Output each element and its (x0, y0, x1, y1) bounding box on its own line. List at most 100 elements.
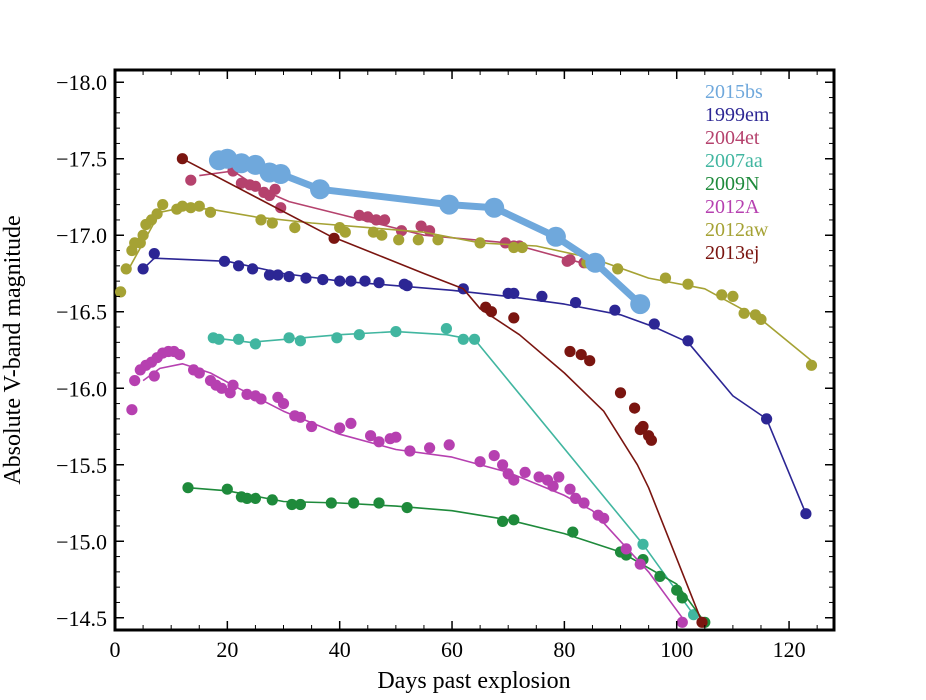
point-2012A (227, 379, 239, 391)
point-2004et (564, 254, 576, 266)
point-1999em (263, 269, 276, 281)
point-2009N (266, 494, 278, 506)
point-2012aw (193, 200, 205, 212)
point-2015bs (310, 179, 330, 200)
point-2007aa (233, 333, 245, 345)
point-1999em (682, 335, 694, 347)
point-1999em (401, 280, 413, 292)
x-tick-label: 80 (553, 637, 575, 662)
y-tick-label: −17.0 (56, 223, 107, 248)
point-2009N (401, 502, 413, 514)
point-2013ej (485, 306, 497, 318)
point-2012A (365, 430, 377, 442)
point-2009N (294, 498, 306, 511)
series-line-2013ej (182, 157, 703, 623)
point-2012A (547, 480, 559, 492)
point-2007aa (213, 333, 225, 345)
point-2007aa (440, 323, 452, 335)
x-axis-label: Days past explosion (377, 668, 570, 694)
point-2009N (508, 514, 520, 526)
series-2015bs (208, 148, 651, 315)
legend: 2015bs1999em2004et2007aa2009N2012A2012aw… (705, 81, 770, 264)
point-1999em (345, 275, 357, 287)
x-tick-labels: 0 20 40 60 80 100 120 (110, 637, 806, 662)
point-1999em (536, 290, 548, 302)
y-tick-labels: −18.0 −17.5 −17.0 −16.5 −16.0 −15.5 −15.0 −14.5 (56, 70, 107, 631)
point-1999em (283, 271, 295, 283)
point-2012aw (412, 234, 424, 246)
series-2012A (126, 345, 688, 628)
point-2012aw (266, 217, 278, 229)
point-2012aw (727, 290, 739, 302)
series-2013ej (176, 153, 708, 628)
y-tick-label: −18.0 (56, 70, 107, 95)
point-2012A (598, 512, 610, 524)
point-2015bs (585, 252, 606, 273)
point-2004et (185, 174, 197, 186)
point-2015bs (484, 197, 505, 218)
point-2012A (570, 492, 582, 504)
series-2012aw (115, 199, 818, 371)
point-2012A (277, 398, 290, 410)
point-1999em (148, 248, 160, 260)
series-1999em (137, 248, 812, 520)
point-2012A (294, 411, 306, 423)
point-2004et (415, 220, 427, 232)
point-2009N (676, 592, 688, 604)
point-2012aw (805, 359, 818, 371)
point-2015bs (439, 194, 460, 215)
point-2007aa (294, 335, 306, 347)
point-2012A (404, 445, 416, 457)
series-layer (115, 148, 818, 628)
point-2012A (564, 483, 576, 495)
point-2013ej (637, 420, 649, 433)
point-2007aa (637, 538, 649, 550)
point-2007aa (249, 338, 261, 350)
point-2004et (269, 183, 281, 195)
point-2012A (488, 450, 500, 462)
series-line-2007aa (213, 330, 695, 616)
point-1999em (648, 318, 660, 330)
point-2012A (634, 558, 646, 570)
point-2015bs (270, 164, 291, 184)
x-tick-label: 120 (773, 637, 806, 662)
point-2012aw (137, 229, 149, 241)
point-2012aw (432, 234, 444, 246)
point-1999em (570, 297, 582, 309)
point-2012aw (289, 222, 301, 234)
point-2009N (249, 492, 261, 504)
y-tick-label: −16.5 (56, 300, 107, 325)
point-1999em (137, 263, 149, 275)
point-2009N (348, 497, 360, 509)
plot-frame (113, 68, 836, 632)
point-1999em (508, 287, 520, 299)
point-2007aa (353, 329, 365, 341)
point-2012A (533, 471, 545, 483)
point-2007aa (390, 326, 402, 338)
point-2013ej (614, 387, 627, 399)
legend-entry-2012A: 2012A (705, 196, 760, 218)
point-2012A (443, 439, 455, 451)
point-2012aw (115, 286, 127, 298)
point-1999em (317, 274, 329, 286)
point-2012A (553, 471, 565, 483)
point-1999em (300, 272, 312, 284)
point-2012A (497, 459, 509, 471)
y-tick-label: −15.5 (56, 453, 107, 478)
legend-entry-2015bs: 2015bs (705, 81, 763, 103)
point-2009N (567, 526, 579, 538)
ticks-layer (114, 70, 834, 630)
point-2013ej (508, 312, 520, 324)
x-tick-label: 100 (660, 637, 693, 662)
point-1999em (233, 260, 245, 272)
point-2012aw (755, 313, 767, 325)
y-tick-label: −16.0 (56, 376, 107, 401)
point-2007aa (457, 333, 469, 345)
point-2013ej (176, 153, 188, 165)
point-1999em (609, 304, 621, 316)
point-2013ej (328, 232, 340, 244)
point-2013ej (575, 349, 587, 361)
x-tick-label: 60 (441, 637, 463, 662)
x-tick-label: 40 (329, 637, 351, 662)
